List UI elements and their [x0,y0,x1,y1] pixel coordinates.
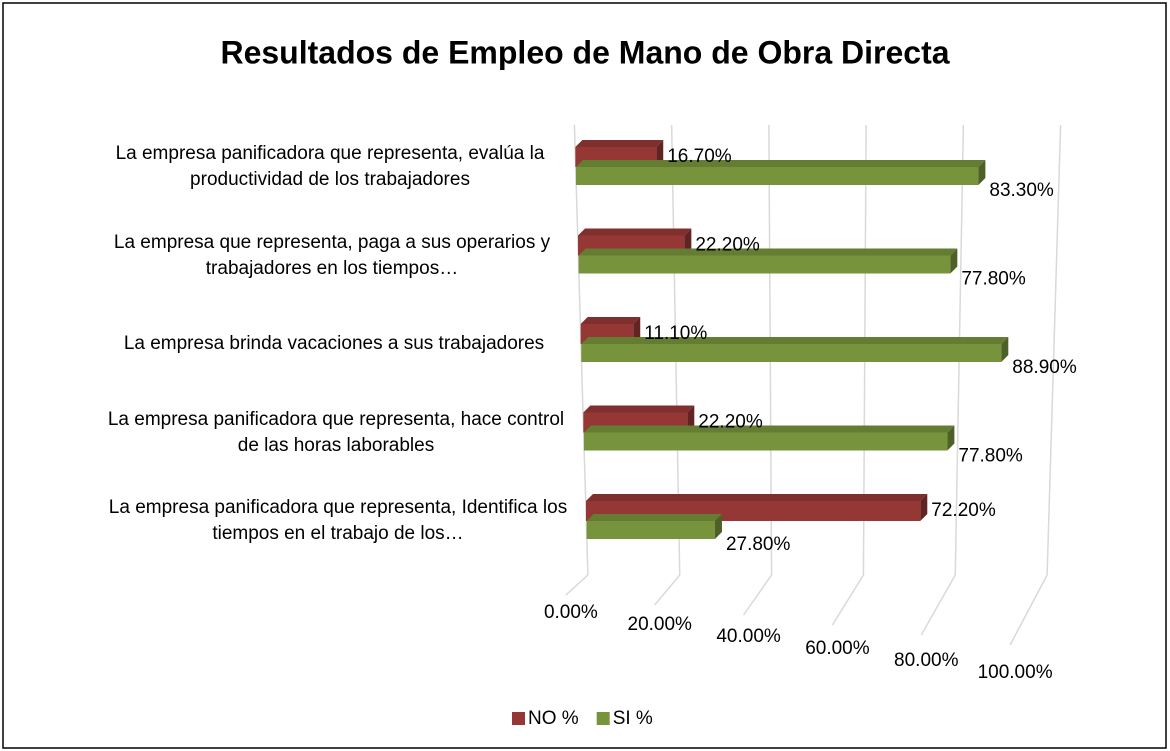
floor-line [831,574,865,626]
x-tick-label: 40.00% [716,626,781,647]
grid-line [1046,124,1062,576]
bar-top [578,248,958,256]
floor-line [742,574,773,616]
bar-top [580,317,641,324]
floor-line [920,574,956,636]
bar-top [586,514,722,521]
bar-top [575,140,664,147]
bar [586,521,715,539]
floor-line [565,574,589,596]
bar-end [1001,337,1009,362]
bar-end [950,248,958,274]
legend-label: SI % [613,708,653,729]
data-label: 77.80% [958,446,1023,467]
category-label: La empresa panificadora que representa, … [108,497,568,544]
chart-title: Resultados de Empleo de Mano de Obra Dir… [220,34,949,70]
data-label: 77.80% [961,269,1026,290]
x-tick-label: 100.00% [978,662,1053,683]
bar [575,167,979,185]
legend-swatch [512,712,525,725]
x-tick-label: 60.00% [805,638,870,659]
x-tick-label: 20.00% [628,614,693,635]
data-label: 83.30% [989,180,1054,201]
bar-top [575,160,986,167]
category-label: La empresa panificadora que representa, … [107,408,565,456]
bar [578,255,951,274]
floor-line [654,574,681,606]
category-label: La empresa brinda vacaciones a sus traba… [123,333,545,354]
data-label: 22.20% [695,235,760,256]
bar-top [578,228,692,236]
bar-end [920,494,928,521]
bar-end [978,160,986,185]
x-tick-label: 80.00% [894,650,959,671]
data-label: 88.90% [1012,357,1077,378]
data-label: 22.20% [698,412,763,433]
bar-top [583,405,695,413]
legend-swatch [596,712,610,725]
data-label: 27.80% [726,534,791,555]
grid-line [573,124,589,576]
bar-end [947,425,955,451]
bar-top [583,425,955,433]
bar [583,432,948,451]
data-label: 11.10% [644,323,707,344]
legend-label: NO % [528,708,579,729]
floor-line [1009,574,1048,646]
bar [581,344,1002,362]
data-label: 72.20% [931,500,996,521]
bar-top [585,494,928,501]
data-label: 16.70% [667,146,732,167]
category-label: La empresa que representa, paga a sus op… [113,231,551,279]
bar-end [714,514,722,539]
x-tick-label: 0.00% [544,602,598,623]
bar-top [581,337,1009,344]
category-label: La empresa panificadora que representa, … [115,143,545,190]
